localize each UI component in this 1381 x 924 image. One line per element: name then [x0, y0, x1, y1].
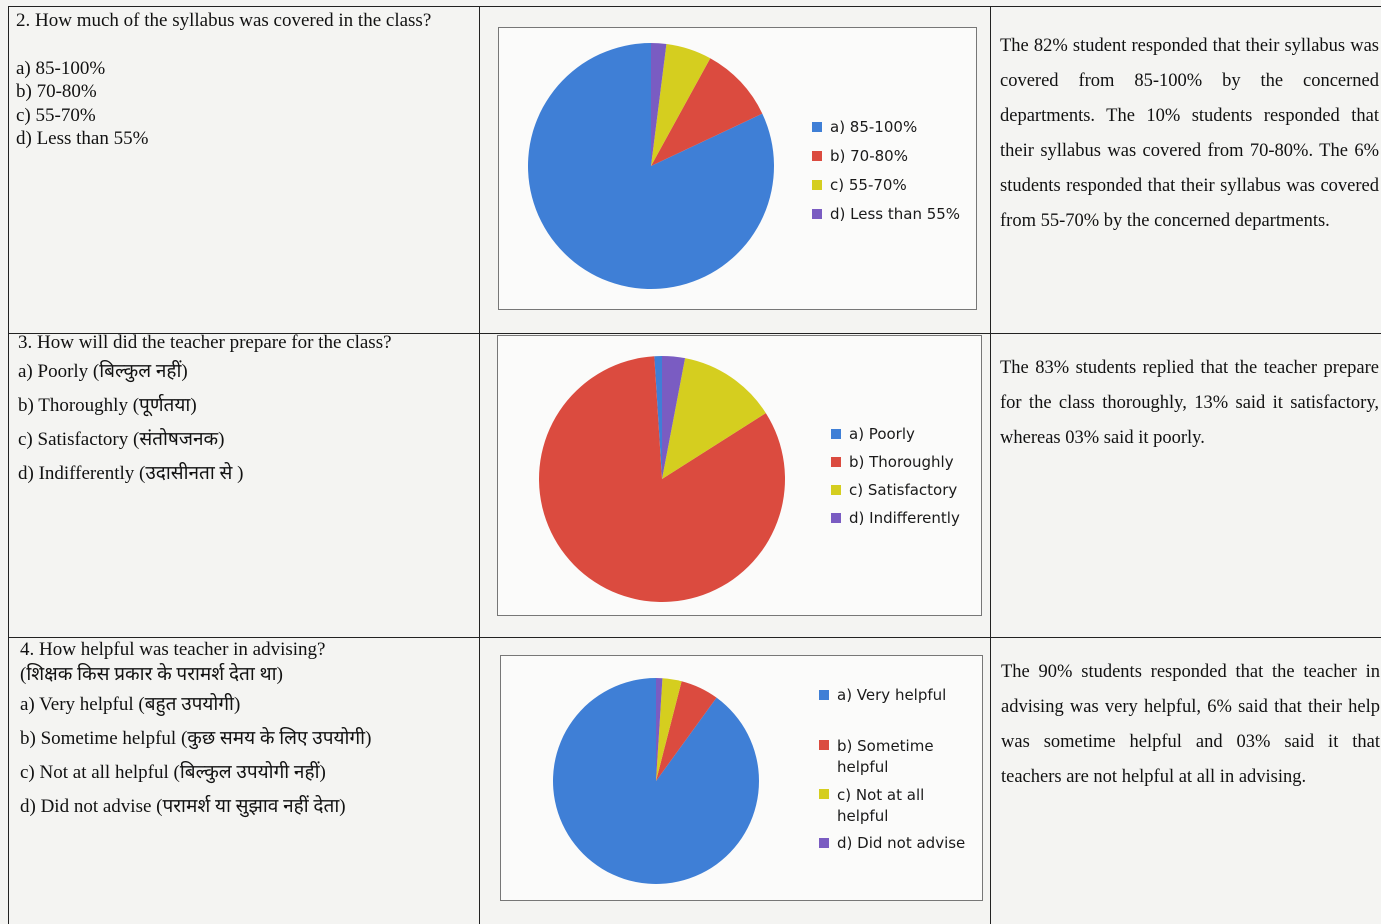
pie-slice-d	[662, 356, 686, 479]
pie-slice-a	[528, 43, 774, 290]
legend-swatch	[812, 122, 822, 132]
legend-label: c) Satisfactory	[849, 481, 958, 499]
pie-chart-svg	[553, 678, 759, 884]
row-divider	[8, 333, 1381, 334]
column-divider	[479, 6, 480, 924]
legend-swatch	[831, 513, 841, 523]
legend-label: d) Did not advise	[837, 834, 966, 852]
question-text: 2. How much of the syllabus was covered …	[16, 10, 432, 31]
description-4: The 90% students responded that the teac…	[1001, 662, 1380, 787]
legend-label: a) Very helpful	[837, 686, 947, 704]
legend-swatch	[831, 485, 841, 495]
description-2: The 82% student responded that their syl…	[1000, 36, 1379, 231]
question-3: 3. How will did the teacher prepare for …	[18, 331, 463, 491]
pie-chart-svg	[539, 356, 785, 602]
option-d: d) Indifferently (उदासीनता से )	[18, 462, 244, 484]
question-2: 2. How much of the syllabus was covered …	[16, 9, 456, 151]
option-b: b) 70-80%	[16, 81, 97, 102]
pie-chart-advising: a) Very helpful b) Sometime helpful c) N…	[500, 655, 983, 901]
legend-label: a) 85-100%	[830, 118, 918, 136]
legend-label: c) Not at all helpful	[837, 786, 925, 825]
legend-swatch	[812, 151, 822, 161]
legend-swatch	[819, 690, 829, 700]
pie-slice-a	[654, 356, 662, 479]
option-c: c) Satisfactory (संतोषजनक)	[18, 428, 225, 450]
question-text: 4. How helpful was teacher in advising?	[20, 639, 326, 660]
option-a: a) Very helpful (बहुत उपयोगी)	[20, 693, 241, 715]
description-3: The 83% students replied that the teache…	[1000, 358, 1379, 448]
option-b: b) Thoroughly (पूर्णतया)	[18, 394, 197, 416]
table-border-top	[8, 6, 1381, 7]
option-b: b) Sometime helpful (कुछ समय के लिए उपयो…	[20, 727, 372, 749]
legend-swatch	[831, 429, 841, 439]
legend-swatch	[812, 209, 822, 219]
pie-chart-syllabus: a) 85-100% b) 70-80% c) 55-70% d) Less t…	[498, 27, 977, 310]
option-c: c) Not at all helpful (बिल्कुल उपयोगी नह…	[20, 761, 326, 783]
table-border-left	[8, 6, 9, 924]
pie-slice-b	[656, 681, 717, 781]
legend-swatch	[831, 457, 841, 467]
option-a: a) 85-100%	[16, 57, 106, 79]
option-a: a) Poorly (बिल्कुल नहीं)	[18, 360, 188, 382]
legend-swatch	[819, 789, 829, 799]
question-4: 4. How helpful was teacher in advising? …	[20, 638, 470, 824]
legend-label: c) 55-70%	[830, 176, 907, 194]
pie-chart-svg	[528, 43, 774, 290]
legend-label: b) 70-80%	[830, 147, 908, 165]
pie-slice-d	[651, 43, 667, 166]
legend-swatch	[812, 180, 822, 190]
pie-slice-d	[656, 678, 663, 781]
legend-swatch	[819, 838, 829, 848]
row-divider	[8, 637, 1381, 638]
question-text: 3. How will did the teacher prepare for …	[18, 332, 392, 353]
option-d: d) Less than 55%	[16, 128, 149, 149]
option-c: c) 55-70%	[16, 104, 96, 126]
legend-label: b) Thoroughly	[849, 453, 954, 471]
legend-label: b) Sometime helpful	[837, 737, 934, 776]
pie-slice-b	[651, 58, 763, 166]
column-divider	[990, 6, 991, 924]
pie-slice-c	[662, 358, 766, 479]
legend-swatch	[819, 740, 829, 750]
legend-label: d) Less than 55%	[830, 205, 961, 223]
survey-table	[8, 6, 1381, 924]
pie-slice-c	[651, 43, 711, 166]
option-d: d) Did not advise (परामर्श या सुझाव नहीं…	[20, 795, 346, 817]
legend-label: a) Poorly	[849, 425, 915, 443]
legend-label: d) Indifferently	[849, 509, 960, 527]
pie-chart-preparation: a) Poorly b) Thoroughly c) Satisfactory …	[497, 335, 982, 616]
pie-slice-c	[656, 678, 682, 781]
question-subtitle: (शिक्षक किस प्रकार के परामर्श देता था)	[20, 663, 283, 685]
pie-slice-b	[539, 356, 785, 602]
